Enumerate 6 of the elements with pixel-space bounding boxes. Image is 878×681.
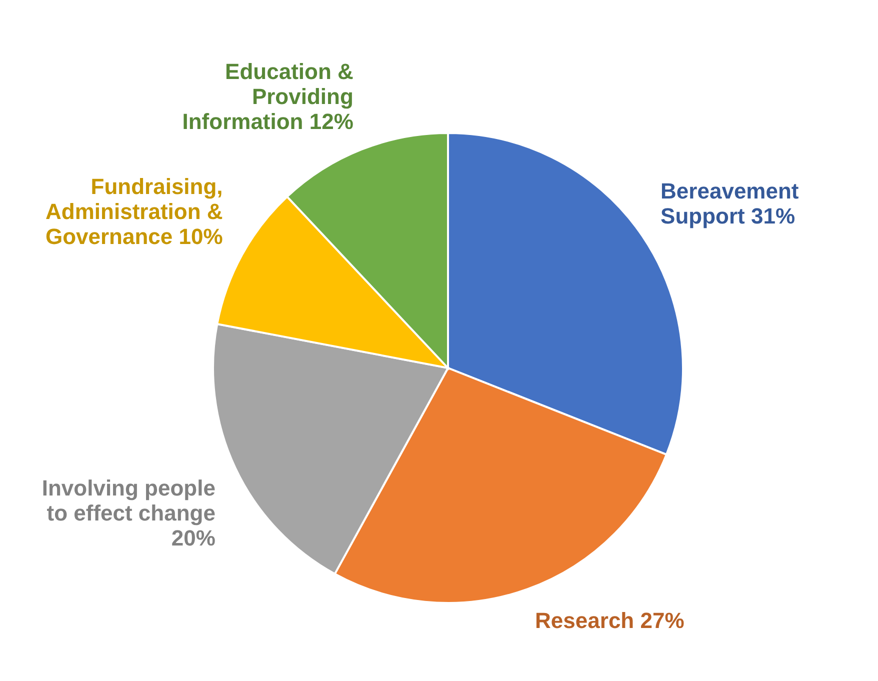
slice-label: Bereavement Support 31% <box>660 178 800 229</box>
slice-label: Research 27% <box>535 608 684 633</box>
slice-label: Education & Providing Information 12% <box>182 59 354 134</box>
data-label: 20% <box>171 525 216 550</box>
slice-label: Involving people to effect change <box>42 475 216 526</box>
slice-label: Fundraising, Administration & Governance 10% <box>45 174 223 250</box>
